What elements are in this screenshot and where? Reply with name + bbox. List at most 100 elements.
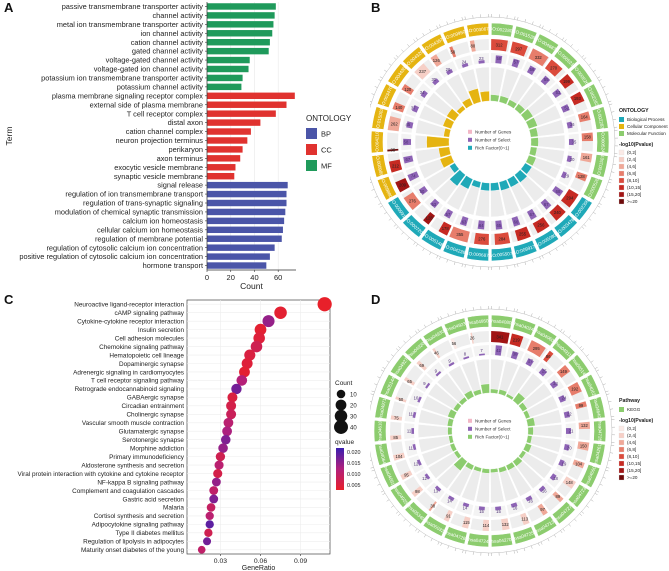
category-label: voltage-gated channel activity (106, 56, 204, 65)
bar (207, 101, 287, 108)
axis-tick (548, 29, 551, 32)
sector-block (588, 396, 606, 420)
axis-tick (606, 393, 610, 395)
select-count-bar (525, 495, 533, 502)
select-track-bg (556, 455, 572, 474)
gene-count-bar (428, 501, 437, 512)
sector-id-label: hsa04080 (491, 318, 512, 325)
center-disc (451, 103, 529, 181)
axis-tick (429, 29, 432, 32)
gene-count-bar (482, 519, 489, 531)
axis-tick (417, 530, 420, 534)
gene-count-bar (414, 63, 431, 80)
center-legend-label: Rich Factor(0~1) (475, 146, 510, 151)
axis-tick (609, 103, 613, 105)
select-count-label: 30 (513, 351, 518, 356)
rich-factor-bar (522, 409, 531, 420)
legend-label: Biological Process (627, 117, 665, 122)
select-count-label: 24 (562, 396, 567, 401)
rich-factor-bar (528, 146, 538, 157)
rich-factor-bar (458, 396, 468, 406)
category-label: neuron projection terminus (115, 136, 203, 145)
gene-count-label: 284 (498, 236, 506, 241)
axis-tick (391, 354, 394, 357)
sector-block (512, 526, 537, 545)
select-count-label: 30 (431, 77, 436, 82)
gene-count-bar (416, 360, 427, 371)
gene-count-bar (390, 415, 403, 421)
rich-factor-bar (453, 456, 468, 472)
axis-tick (379, 205, 383, 208)
select-count-label: 29 (564, 174, 569, 179)
axis-tick (422, 33, 425, 36)
axis-tick (440, 316, 442, 320)
sector-block (591, 154, 609, 178)
sector-block (588, 442, 606, 466)
gene-count-label: 126 (433, 58, 441, 63)
axis-tick (440, 542, 442, 546)
select-track-bg (408, 388, 424, 407)
sector-id-label: hsa04725 (514, 530, 535, 541)
select-count-label: 56 (530, 67, 535, 72)
bar (207, 208, 286, 216)
gene-count-bar (574, 401, 587, 410)
axis-tick (562, 528, 565, 532)
select-count-label: 57 (446, 212, 451, 217)
select-count-label: 9 (448, 358, 451, 363)
select-count-label: 74 (411, 174, 416, 179)
axis-tick (439, 256, 441, 260)
axis-tick (454, 548, 457, 552)
axis-tick (579, 346, 583, 349)
axis-tick (424, 324, 426, 328)
gene-count-bar (395, 178, 410, 193)
legend-label: Cellular Component (627, 124, 668, 129)
axis-tick (382, 367, 386, 369)
sector-block (442, 25, 467, 45)
sector-block (422, 515, 447, 537)
axis-tick (612, 164, 617, 165)
axis-tick (554, 324, 556, 328)
bar (207, 146, 243, 153)
x-tick-label: 0 (205, 273, 209, 282)
category-label: Regulation of lipolysis in adipocytes (83, 539, 184, 546)
rich-factor-bar (449, 442, 458, 453)
sector-id-label: GO:0006874 (465, 251, 492, 259)
bar (207, 47, 269, 55)
select-count-bar (538, 368, 548, 377)
axis-tick (436, 25, 438, 29)
sector-block (371, 106, 389, 130)
gene-count-bar (443, 509, 453, 522)
axis-tick (564, 39, 567, 42)
gene-count-label: 99 (579, 403, 584, 408)
legend-swatch (619, 407, 624, 412)
axis-tick (593, 212, 596, 215)
axis-tick (388, 218, 392, 221)
axis-tick (598, 203, 602, 205)
select-count-label: 18 (553, 476, 558, 481)
bar (207, 199, 287, 207)
axis-tick (407, 44, 410, 47)
panel-label-c: C (4, 292, 14, 307)
pvalue-legend-title: -log10(Pvalue) (619, 142, 654, 148)
category-label: GABAergic synapse (127, 395, 185, 402)
sector-block (567, 353, 591, 379)
category-label: external side of plasma membrane (90, 100, 203, 109)
gene-count-bar (580, 152, 593, 163)
sector-block (490, 532, 514, 548)
rich-factor-bar (505, 461, 516, 471)
axis-tick (379, 76, 383, 79)
sector-block (466, 246, 490, 262)
select-count-bar (424, 473, 431, 480)
bar (207, 65, 249, 73)
select-track-bg (426, 362, 445, 380)
gene-count-label: 150 (580, 443, 588, 448)
legend-label: (8,10] (627, 454, 639, 459)
data-point (213, 469, 223, 479)
axis-tick (409, 335, 412, 338)
gene-count-label: 26 (470, 336, 475, 341)
axis-tick (370, 467, 374, 469)
gene-count-label: 38 (430, 504, 435, 509)
center-legend-swatch (468, 137, 472, 142)
axis-tick (384, 69, 387, 72)
axis-tick (397, 346, 401, 349)
